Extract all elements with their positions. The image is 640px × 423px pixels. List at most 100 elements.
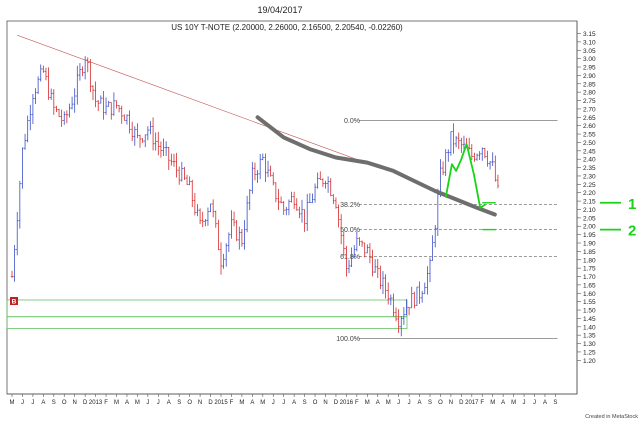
- y-tick-label: 1.40: [583, 324, 596, 331]
- x-tick-label: N: [198, 400, 202, 406]
- x-tick-label: J: [533, 400, 536, 406]
- x-tick-label: J: [523, 400, 526, 406]
- x-tick-label: A: [292, 400, 296, 406]
- y-tick-label: 1.25: [583, 349, 596, 356]
- y-tick-label: 1.95: [583, 232, 596, 239]
- trendline: [17, 34, 389, 172]
- chart-date: 19/04/2017: [257, 5, 302, 15]
- x-tick-label: J: [408, 400, 411, 406]
- x-tick-label: M: [114, 400, 119, 406]
- x-tick-label: N: [449, 400, 453, 406]
- x-tick-label: N: [73, 400, 77, 406]
- x-tick-label: A: [376, 400, 380, 406]
- moving-average-curve: [255, 115, 497, 217]
- projection-path: [444, 143, 486, 209]
- y-tick-label: 1.35: [583, 333, 596, 340]
- x-tick-label: 2015: [214, 400, 228, 406]
- x-tick-label: A: [418, 400, 422, 406]
- y-tick-label: 1.75: [583, 266, 596, 273]
- target-label: 1: [628, 196, 636, 213]
- x-tick-label: M: [490, 400, 495, 406]
- x-tick-label: M: [365, 400, 370, 406]
- y-tick-label: 1.60: [583, 291, 596, 298]
- x-tick-label: M: [260, 400, 265, 406]
- x-tick-label: J: [157, 400, 160, 406]
- y-tick-label: 2.15: [583, 199, 596, 206]
- y-tick-label: 2.85: [583, 81, 596, 88]
- credit-label: Created in MetaStock: [585, 414, 638, 420]
- x-tick-label: M: [10, 400, 15, 406]
- fib-level-label: 61.8%: [340, 254, 360, 261]
- y-tick-label: 2.50: [583, 140, 596, 147]
- x-tick-label: A: [250, 400, 254, 406]
- x-tick-label: A: [41, 400, 45, 406]
- y-tick-label: 1.65: [583, 282, 596, 289]
- y-tick-label: 2.10: [583, 207, 596, 214]
- x-tick-label: O: [438, 400, 443, 406]
- y-tick-label: 1.45: [583, 316, 596, 323]
- ohlc-bars: [10, 56, 500, 337]
- x-tick-label: S: [303, 400, 307, 406]
- y-tick-label: 3.15: [583, 31, 596, 38]
- x-tick-label: 2017: [465, 400, 479, 406]
- fib-level-label: 100.0%: [336, 336, 360, 343]
- y-tick-label: 1.20: [583, 358, 596, 365]
- x-tick-label: D: [208, 400, 213, 406]
- x-tick-label: J: [31, 400, 34, 406]
- x-tick-label: J: [272, 400, 275, 406]
- x-tick-label: N: [323, 400, 327, 406]
- y-tick-label: 1.30: [583, 341, 596, 348]
- x-tick-label: J: [146, 400, 149, 406]
- y-tick-label: 2.95: [583, 65, 596, 72]
- x-tick-label: O: [313, 400, 318, 406]
- y-tick-label: 2.55: [583, 132, 596, 139]
- y-tick-label: 1.55: [583, 299, 596, 306]
- marker-label: B: [12, 298, 17, 305]
- y-tick-label: 3.10: [583, 39, 596, 46]
- x-tick-label: A: [125, 400, 129, 406]
- x-tick-label: 2016: [340, 400, 354, 406]
- x-tick-label: M: [386, 400, 391, 406]
- x-tick-label: J: [397, 400, 400, 406]
- chart-title: US 10Y T-NOTE (2.20000, 2.26000, 2.16500…: [171, 23, 403, 32]
- y-tick-label: 2.20: [583, 190, 596, 197]
- x-tick-label: A: [501, 400, 505, 406]
- x-tick-label: M: [135, 400, 140, 406]
- x-tick-label: S: [52, 400, 56, 406]
- y-tick-label: 3.05: [583, 48, 596, 55]
- x-tick-label: O: [62, 400, 67, 406]
- y-axis: 3.153.10 3.053.00 2.952.902.85 2.802.752.70…: [576, 21, 596, 394]
- y-tick-label: 2.05: [583, 215, 596, 222]
- fib-level-label: 0.0%: [344, 118, 360, 125]
- x-tick-label: M: [511, 400, 516, 406]
- x-axis: M J J A S O N D 2013 F M A M J J A S O N D 2015 F M A M J J A S O N D 20…: [7, 393, 577, 406]
- y-tick-label: 2.00: [583, 224, 596, 231]
- x-tick-label: J: [282, 400, 285, 406]
- y-tick-label: 2.40: [583, 157, 596, 164]
- y-tick-label: 2.90: [583, 73, 596, 80]
- x-tick-label: D: [334, 400, 339, 406]
- y-tick-label: 2.75: [583, 98, 596, 105]
- y-tick-label: 2.80: [583, 90, 596, 97]
- y-tick-label: 1.80: [583, 257, 596, 264]
- support-boxes: [6, 299, 408, 329]
- x-tick-label: A: [167, 400, 171, 406]
- x-tick-label: A: [543, 400, 547, 406]
- x-tick-label: J: [21, 400, 24, 406]
- x-tick-label: S: [428, 400, 432, 406]
- fibonacci-levels: 0.0% 38.2% 50.0% 61.8% 100.0%: [336, 118, 558, 343]
- overlays: 1 2 B: [10, 34, 636, 305]
- y-tick-label: 2.60: [583, 123, 596, 130]
- x-tick-label: S: [553, 400, 557, 406]
- y-tick-label: 2.70: [583, 106, 596, 113]
- x-tick-label: F: [230, 400, 234, 406]
- x-tick-label: D: [459, 400, 464, 406]
- x-tick-label: D: [83, 400, 88, 406]
- x-tick-label: F: [104, 400, 108, 406]
- y-tick-label: 2.65: [583, 115, 596, 122]
- y-tick-label: 2.25: [583, 182, 596, 189]
- x-tick-label: M: [239, 400, 244, 406]
- y-tick-label: 1.90: [583, 241, 596, 248]
